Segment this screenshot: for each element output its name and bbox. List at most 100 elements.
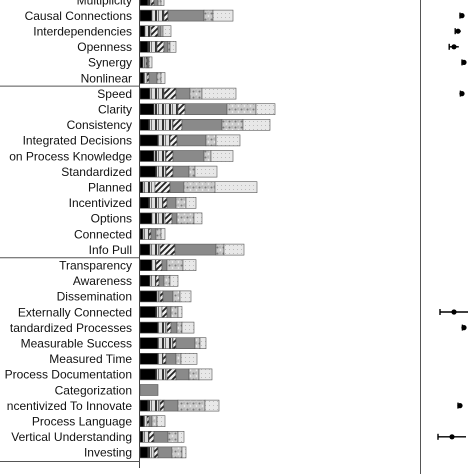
bar-segment xyxy=(212,9,234,22)
bar-segment xyxy=(188,165,196,178)
bar-segment xyxy=(162,25,172,38)
bar-segment xyxy=(163,40,169,53)
bar-segment xyxy=(139,212,153,225)
bar-segment xyxy=(153,0,159,6)
category-label: Speed xyxy=(97,87,132,101)
bar-segment xyxy=(215,243,225,256)
bar-segment xyxy=(139,0,149,6)
bar-segment xyxy=(142,181,156,193)
bar-segment xyxy=(139,259,153,272)
bar-segment xyxy=(181,119,223,131)
category-label: Consistency xyxy=(67,118,132,132)
bar-segment xyxy=(142,430,150,443)
bar-segment xyxy=(169,134,178,147)
category-label: Measurable Success xyxy=(21,337,132,351)
category-label: Interdependencies xyxy=(33,25,132,39)
estimate-point xyxy=(451,44,457,50)
bar-segment xyxy=(169,181,185,193)
category-label: Investing xyxy=(84,446,132,460)
bar-segment xyxy=(156,40,165,53)
bar-segment xyxy=(203,150,212,162)
bar-segment xyxy=(155,306,163,318)
bar-segment xyxy=(147,446,155,459)
bar-segment xyxy=(169,40,177,53)
bar-segment xyxy=(194,337,201,350)
estimate-point xyxy=(457,403,463,409)
bar-segment xyxy=(180,352,198,365)
category-label: Measured Time xyxy=(49,352,132,366)
bar-segment xyxy=(177,399,206,412)
bar-segment xyxy=(162,290,174,303)
bar-segment xyxy=(188,368,200,381)
bar-segment xyxy=(170,306,179,318)
bar-segment xyxy=(154,181,171,193)
bar-segment xyxy=(142,56,147,69)
bar-segment xyxy=(149,87,165,100)
bar-segment xyxy=(176,212,195,225)
bar-segment xyxy=(157,337,174,350)
bar-segment xyxy=(160,72,166,84)
bar-segment xyxy=(161,259,168,272)
bar-segment xyxy=(148,56,153,69)
bar-segment xyxy=(198,368,213,381)
bar-segment xyxy=(165,352,177,365)
bar-segment xyxy=(139,368,157,381)
bar-segment xyxy=(139,337,159,350)
bar-segment xyxy=(139,119,150,131)
bar-segment xyxy=(153,103,179,115)
category-label: Openness xyxy=(77,40,132,54)
right-panel xyxy=(437,12,468,440)
bar-segment xyxy=(172,119,183,131)
bar-segment xyxy=(139,274,151,287)
bar-segment xyxy=(199,337,207,350)
bar-segment xyxy=(181,446,187,459)
bar-segment xyxy=(139,415,145,428)
bar-segment xyxy=(160,0,165,6)
category-label: on Process Knowledge xyxy=(9,149,132,163)
category-label: Info Pull xyxy=(89,243,132,257)
bar-segment xyxy=(163,9,169,22)
bar-segment xyxy=(156,415,166,428)
bar-segment xyxy=(143,72,148,84)
category-label: Options xyxy=(91,212,132,226)
bar-segment xyxy=(149,243,161,256)
bar-segment xyxy=(148,197,164,209)
bar-segment xyxy=(139,165,157,178)
category-label: Dissemination xyxy=(57,290,132,304)
category-label: Causal Connections xyxy=(25,9,132,23)
bar-segment xyxy=(153,430,169,443)
bar-segment xyxy=(147,0,152,6)
bar-segment xyxy=(183,181,216,193)
bar-segment xyxy=(179,290,192,303)
bar-segment xyxy=(156,72,162,84)
bar-segment xyxy=(174,243,217,256)
bar-segment xyxy=(139,181,144,193)
bar-segment xyxy=(166,259,184,272)
bar-segment xyxy=(163,274,171,287)
bar-segment xyxy=(184,103,228,115)
bar-segment xyxy=(139,87,151,100)
bar-segment xyxy=(166,321,172,334)
bar-segment xyxy=(148,72,158,84)
bar-segment xyxy=(172,290,181,303)
bar-segment xyxy=(167,40,171,53)
bar-segment xyxy=(157,25,162,38)
bar-segment xyxy=(150,228,157,240)
bar-segment xyxy=(166,306,172,318)
bar-segment xyxy=(176,321,183,334)
category-label: Externally Connected xyxy=(18,305,132,319)
bar-segment xyxy=(151,212,166,225)
bar-segment xyxy=(155,259,163,272)
bar-segment xyxy=(182,259,197,272)
bar-segment xyxy=(150,25,159,38)
bar-segment xyxy=(159,290,164,303)
bar-segment xyxy=(175,197,187,209)
bar-segment xyxy=(139,290,158,303)
bar-segment xyxy=(139,321,159,334)
bar-segment xyxy=(158,274,165,287)
bar-segment xyxy=(193,212,203,225)
bar-segment xyxy=(170,321,178,334)
bar-segment xyxy=(175,337,196,350)
bar-segment xyxy=(150,0,155,6)
